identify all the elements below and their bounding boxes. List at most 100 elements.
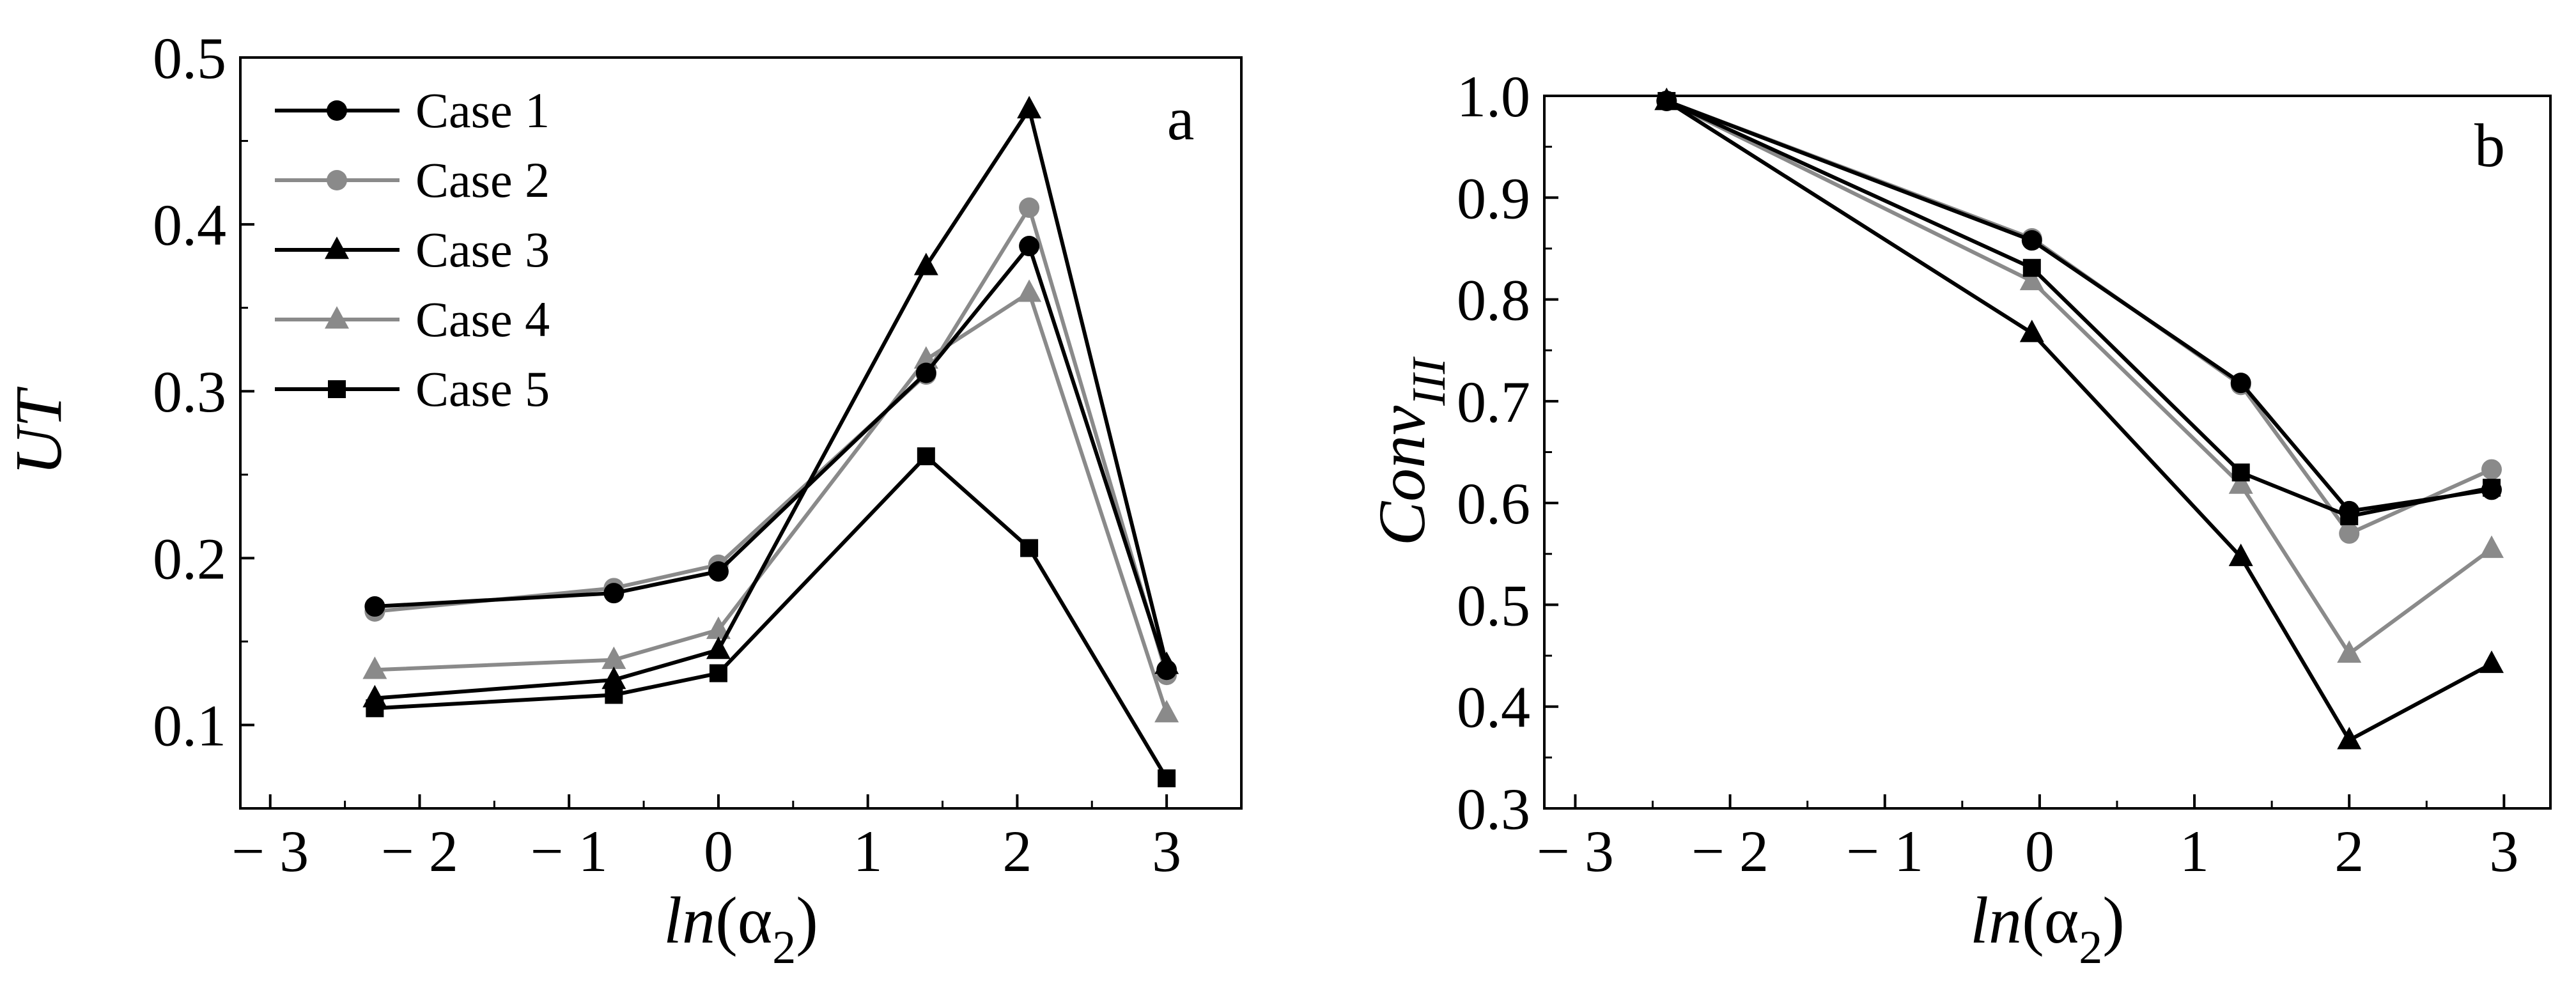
x-tick-label-a: 1: [853, 819, 883, 884]
legend-marker: [328, 380, 346, 398]
series-case-1-a: [364, 236, 1177, 681]
x-axis-label-ln: ln: [1970, 884, 2022, 957]
data-point: [2228, 543, 2253, 566]
data-point: [2337, 640, 2362, 663]
y-tick-label-b: 0.8: [1457, 268, 1530, 333]
series-line: [375, 206, 1169, 675]
data-point: [1019, 236, 1040, 257]
data-point: [2231, 463, 2250, 482]
x-tick-label-a: − 3: [231, 819, 309, 884]
y-tick-label-b: 0.3: [1457, 776, 1530, 842]
data-point: [2230, 373, 2251, 394]
data-point: [1017, 96, 1042, 119]
y-tick-label-a: 0.4: [153, 192, 226, 258]
data-point: [2019, 320, 2044, 343]
data-point: [1019, 197, 1040, 218]
data-point: [2340, 507, 2359, 525]
data-point: [917, 447, 935, 466]
chart-panel-b: − 3 − 2 − 1 0 1 2 3 0.3 0.4 0.5 0.6 0.7 0.8 0.9 1.0 ln(…: [1365, 64, 2552, 974]
legend-item: Case 2: [275, 152, 550, 208]
y-axis-label-a: UT: [2, 387, 75, 475]
y-tick-label-b: 0.6: [1457, 471, 1530, 536]
y-tick-label-b: 0.4: [1457, 675, 1530, 740]
data-point: [2481, 459, 2502, 480]
x-axis-label-open-paren: (: [2022, 884, 2044, 957]
y-tick-label-a: 0.1: [153, 693, 226, 758]
data-point: [2019, 268, 2044, 291]
data-point: [2479, 650, 2504, 674]
series-case-3-b: [1654, 88, 2504, 750]
data-point: [913, 252, 938, 275]
legend-label: Case 5: [415, 361, 550, 417]
series-line: [375, 454, 1168, 780]
y-axis-label-b: ConvIII: [1365, 356, 1455, 546]
x-tick-label-b: − 3: [1537, 819, 1614, 884]
data-point: [601, 646, 626, 669]
data-point: [366, 699, 384, 718]
legend-label: Case 2: [415, 152, 550, 208]
data-point: [2479, 535, 2504, 559]
chart-panel-a: − 3− 2− 1 0 1 2 30.10.20.30.40.5ln(α2)UTaCas…: [2, 26, 1243, 974]
series-line: [375, 291, 1168, 714]
legend-label: Case 3: [415, 222, 550, 277]
y-tick-label-b: 0.7: [1457, 369, 1530, 435]
x-tick-label-b: − 1: [1846, 819, 1923, 884]
series-case-5-a: [366, 447, 1176, 787]
legend-item: Case 3: [275, 222, 550, 277]
data-point: [706, 636, 731, 659]
data-point: [605, 686, 623, 704]
x-axis-label-close-paren: ): [2102, 884, 2125, 957]
legend-marker: [327, 170, 347, 190]
legend: Case 1 Case 2 Case 3 Case 4 Case 5: [275, 82, 550, 417]
legend-item: Case 4: [275, 291, 550, 347]
data-point: [2339, 523, 2360, 544]
x-tick-label-b: 2: [2334, 819, 2364, 884]
panel-label-b: b: [2474, 111, 2505, 180]
y-tick-label-a: 0.5: [153, 26, 226, 91]
y-tick-label-b: 1.0: [1457, 64, 1530, 129]
data-point: [362, 656, 387, 679]
series-line: [375, 107, 1169, 700]
data-point: [2021, 230, 2042, 251]
y-axis-label-subscript: III: [1403, 356, 1455, 406]
data-point: [601, 667, 626, 690]
data-point: [2482, 479, 2501, 497]
x-axis-label-a: ln(α2): [663, 884, 818, 974]
series-line: [1665, 99, 2493, 743]
data-point: [2228, 471, 2253, 494]
series-case-5-b: [1657, 91, 2501, 525]
data-point: [603, 583, 625, 604]
x-axis-label-alpha: α: [2044, 884, 2079, 957]
series-case-4-b: [1654, 88, 2504, 663]
x-axis-label-b: ln(α2): [1970, 884, 2125, 974]
y-tick-label-b: 0.5: [1457, 573, 1530, 638]
x-tick-label-a: − 2: [381, 819, 458, 884]
x-tick-label-b: 0: [2025, 819, 2054, 884]
x-tick-label-a: 3: [1152, 819, 1181, 884]
legend-marker: [325, 306, 349, 329]
x-tick-label-a: 2: [1002, 819, 1032, 884]
panel-label-a: a: [1167, 84, 1195, 153]
legend-item: Case 5: [275, 361, 550, 417]
data-point: [364, 596, 385, 617]
plot-frame-a: [239, 56, 1243, 810]
data-point: [1657, 91, 1676, 110]
y-axis-label-base: Conv: [1365, 405, 1439, 546]
x-tick-label-a: − 1: [531, 819, 608, 884]
data-point: [708, 561, 729, 582]
data-point: [1017, 279, 1042, 302]
data-point: [1154, 700, 1179, 723]
legend-item: Case 1: [275, 82, 550, 138]
legend-label: Case 4: [415, 291, 550, 347]
y-tick-label-a: 0.2: [153, 526, 226, 591]
x-axis-label-alpha: α: [738, 884, 773, 957]
x-tick-label-b: 1: [2180, 819, 2209, 884]
data-point: [709, 664, 727, 682]
series-line: [1665, 99, 2493, 656]
legend-label: Case 1: [415, 82, 550, 138]
x-axis-label-open-paren: (: [715, 884, 738, 957]
x-tick-label-b: 3: [2489, 819, 2518, 884]
data-point: [706, 616, 731, 639]
data-point: [1020, 539, 1039, 557]
